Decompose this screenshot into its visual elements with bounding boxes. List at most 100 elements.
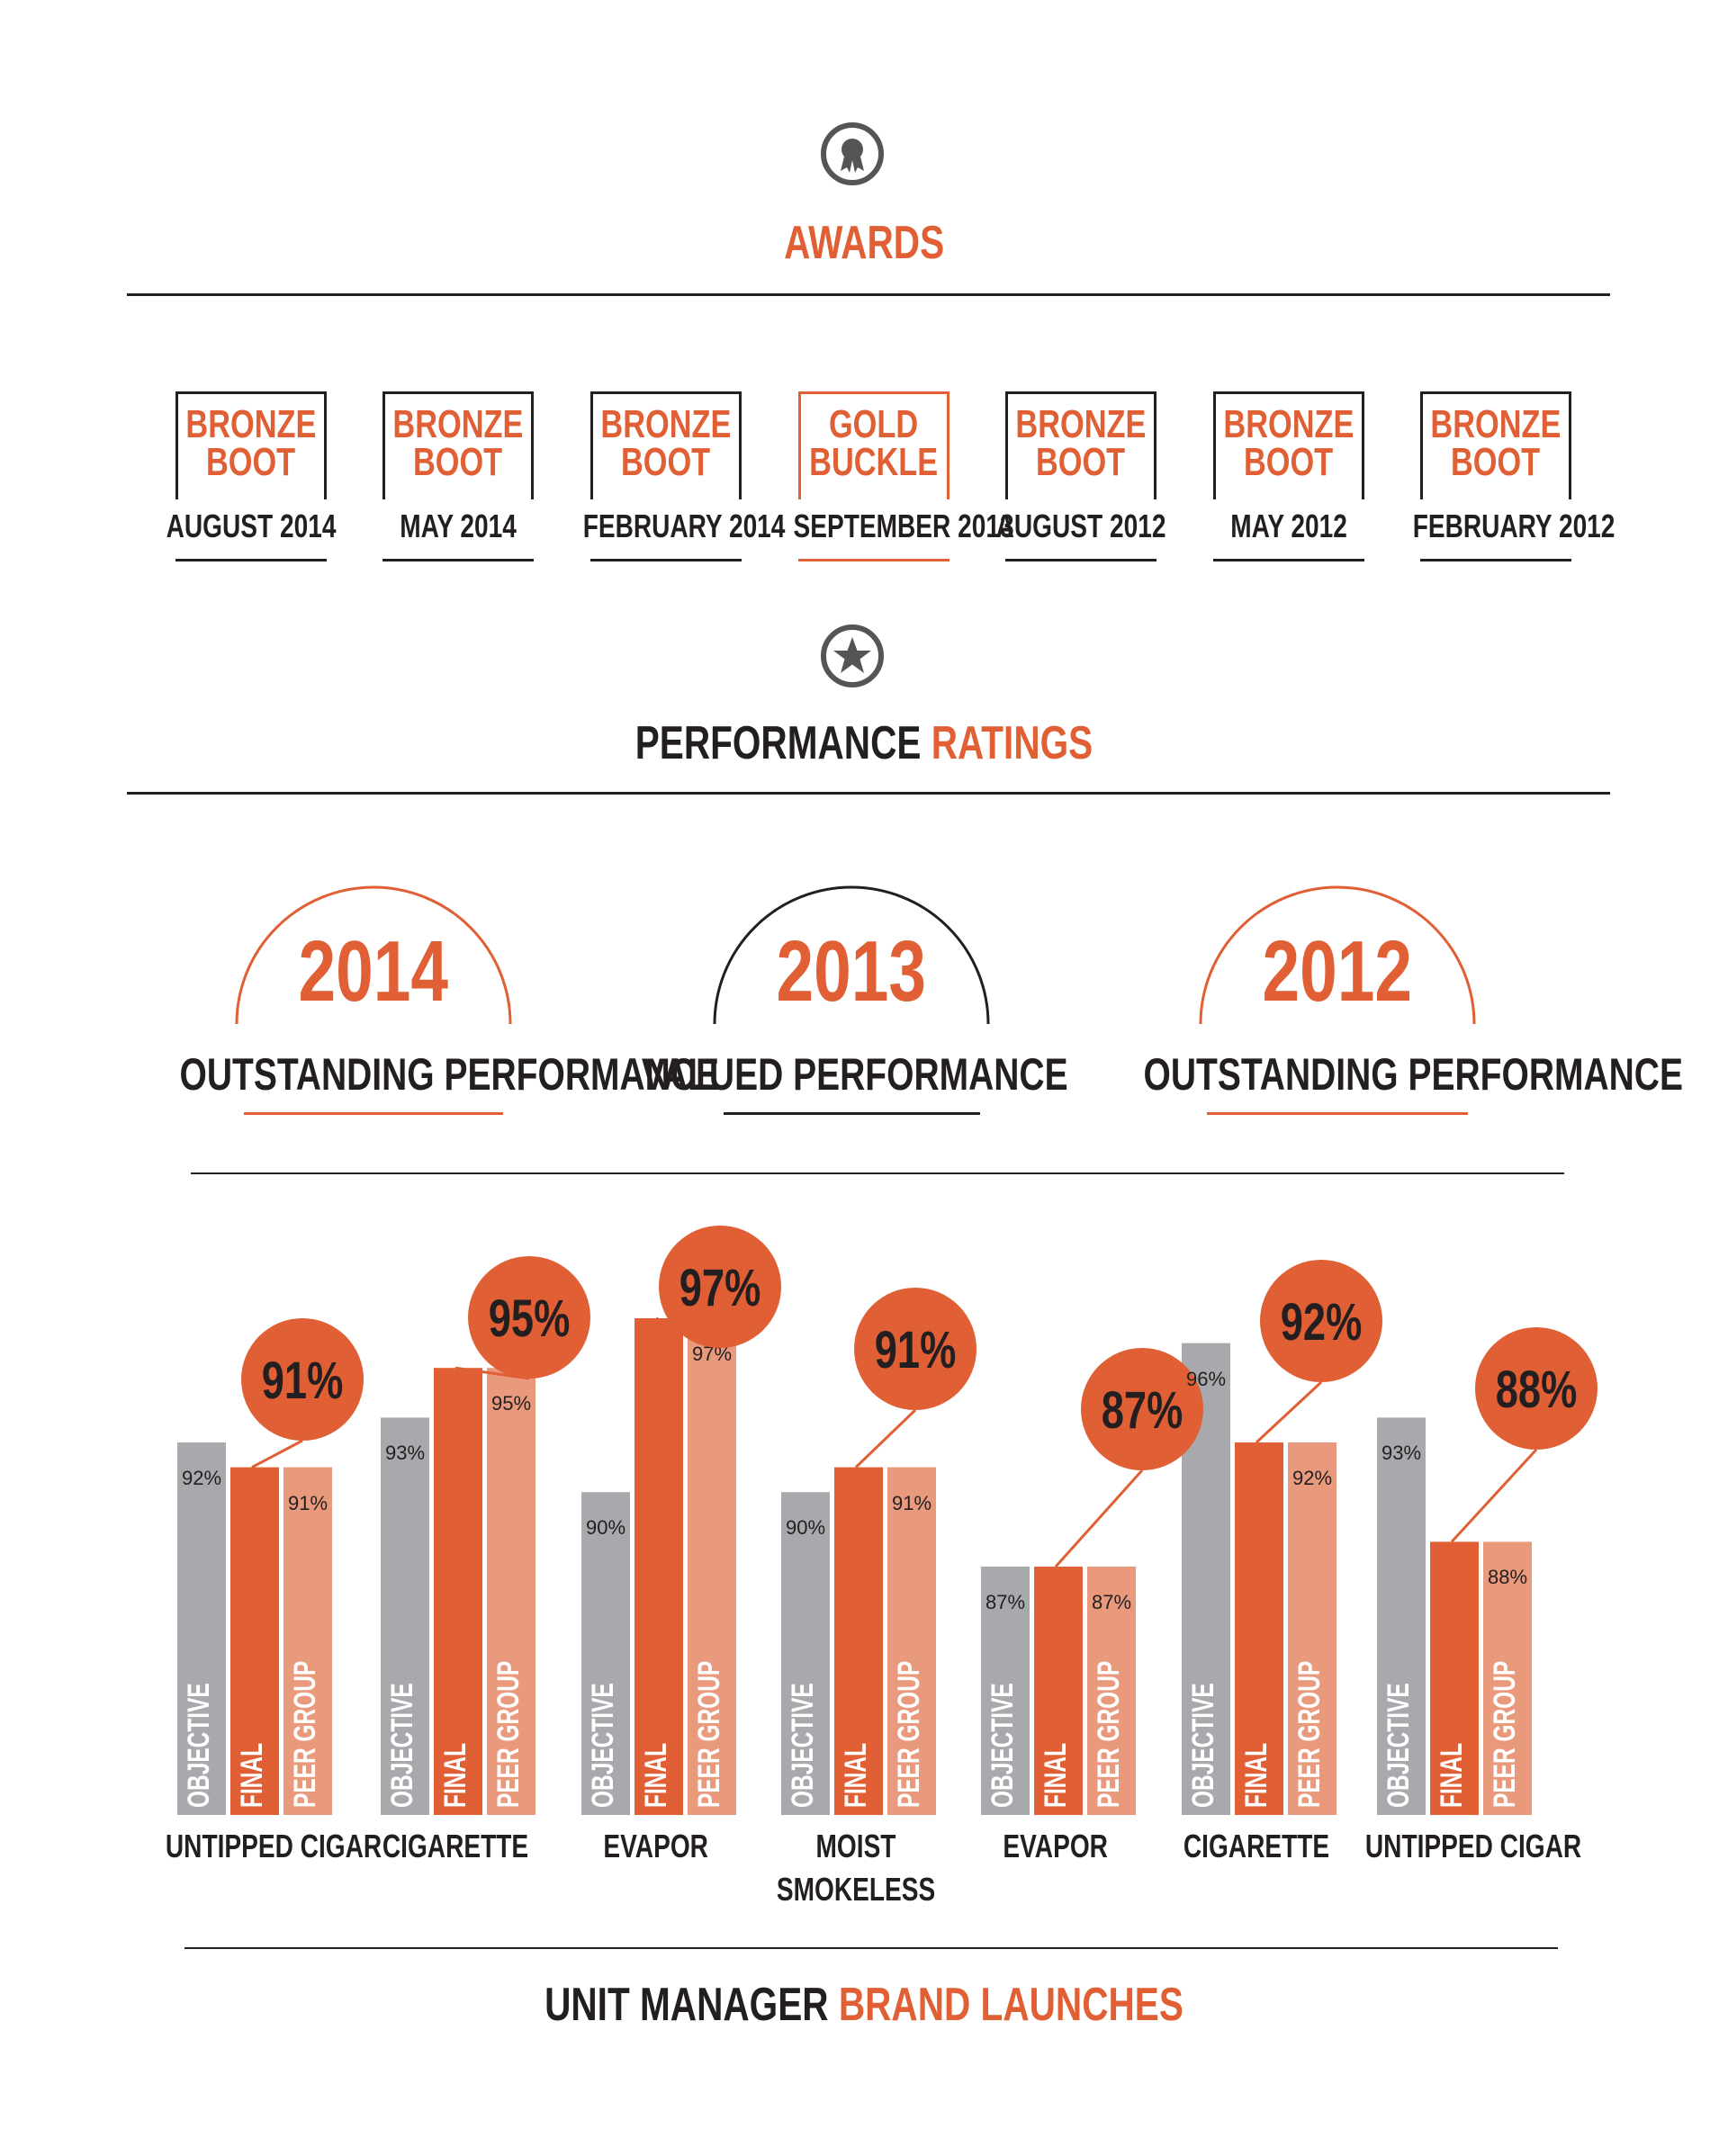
final-value-bubble: 92% <box>1260 1260 1382 1382</box>
objective-value-label: 90% <box>585 1516 626 1540</box>
rating-year: 2013 <box>776 923 927 1020</box>
award-underline <box>1420 559 1571 561</box>
objective-value-label: 96% <box>1185 1367 1227 1390</box>
final-value-bubble: 91% <box>854 1288 976 1410</box>
ratings-divider <box>127 792 1610 795</box>
award-frame <box>798 391 950 499</box>
rating-label: OUTSTANDING PERFORMANCE <box>1143 1049 1683 1100</box>
award-name-line1: BRONZE <box>600 402 732 446</box>
awards-title: AWARDS <box>783 217 945 269</box>
award-date: AUGUST 2012 <box>995 508 1166 544</box>
bar-peer-group <box>1087 1567 1136 1815</box>
bubble-connector <box>1255 1380 1323 1444</box>
award-name-line1: BRONZE <box>1223 402 1354 446</box>
award-name-line1: BRONZE <box>392 402 524 446</box>
peer-value-label: 95% <box>490 1392 532 1415</box>
bar-final <box>1430 1541 1479 1815</box>
bar-objective <box>1377 1417 1426 1815</box>
bar-peer-group <box>1288 1442 1336 1815</box>
bar-final <box>434 1368 482 1815</box>
rating-arc-path <box>713 885 990 1025</box>
bar-series-label: OBJECTIVE <box>385 1683 419 1808</box>
peer-value-label: 91% <box>891 1491 932 1514</box>
bar-series-label: FINAL <box>1435 1742 1469 1808</box>
rating-arc-path <box>1199 885 1476 1025</box>
award-frame <box>1420 391 1571 499</box>
category-label-line: CIGARETTE <box>382 1828 529 1864</box>
objective-value-label: 87% <box>985 1591 1026 1613</box>
rating-arc <box>713 885 990 1025</box>
award-name: BRONZE BOOT <box>987 402 1174 484</box>
award-frame <box>1005 391 1156 499</box>
bar-series-label: OBJECTIVE <box>1382 1683 1416 1808</box>
bar-series-label: OBJECTIVE <box>182 1683 216 1808</box>
bar-objective <box>381 1417 429 1815</box>
award-name: GOLD BUCKLE <box>780 402 968 482</box>
award-date: SEPTEMBER 2013 <box>793 508 1014 544</box>
bar-series-label: PEER GROUP <box>288 1660 322 1808</box>
launches-title-part2: BRAND LAUNCHES <box>838 1979 1184 2031</box>
award-date: FEBRUARY 2012 <box>1412 508 1616 544</box>
rating-label: OUTSTANDING PERFORMANCE <box>179 1049 719 1100</box>
final-value-text: 91% <box>874 1321 957 1379</box>
final-value-text: 97% <box>679 1259 761 1317</box>
objective-value-label: 93% <box>384 1442 426 1465</box>
objective-value-label: 90% <box>785 1516 826 1540</box>
award-ribbon-icon <box>821 122 884 185</box>
ratings-title-part2: RATINGS <box>931 717 1094 769</box>
category-label: EVAPOR <box>939 1825 1173 1868</box>
category-label-line: MOIST <box>815 1828 896 1864</box>
bubble-connector <box>1450 1448 1538 1543</box>
bar-series-label: PEER GROUP <box>692 1660 726 1808</box>
bar-objective <box>781 1492 830 1815</box>
bar-series-label: OBJECTIVE <box>586 1683 620 1808</box>
award-name-line2: BOOT <box>1036 440 1126 484</box>
final-value-bubble: 91% <box>241 1318 364 1441</box>
objective-value-label: 93% <box>1381 1442 1422 1465</box>
bubble-connector <box>854 1408 917 1469</box>
bar-series-label: FINAL <box>235 1742 269 1808</box>
launches-title: UNIT MANAGER BRAND LAUNCHES <box>0 1978 1728 2032</box>
category-label: MOIST SMOKELESS <box>739 1825 973 1911</box>
final-value-text: 87% <box>1101 1381 1184 1440</box>
bar-final <box>230 1467 279 1815</box>
rating-arc-path <box>235 885 512 1025</box>
final-value-text: 91% <box>261 1352 344 1410</box>
bar-final <box>1235 1442 1283 1815</box>
bar-series-label: OBJECTIVE <box>786 1683 820 1808</box>
bar-objective <box>581 1492 630 1815</box>
rating-year: 2014 <box>298 923 449 1020</box>
rating-label: VALUED PERFORMANCE <box>641 1049 1068 1100</box>
award-date: MAY 2014 <box>400 508 517 544</box>
bar-final <box>634 1318 683 1815</box>
award-name-line2: BOOT <box>1451 440 1541 484</box>
final-value-text: 88% <box>1495 1361 1578 1419</box>
rating-underline <box>1207 1112 1468 1115</box>
category-label-line: EVAPOR <box>603 1828 709 1864</box>
bar-final <box>1034 1567 1083 1815</box>
bar-peer-group <box>487 1368 536 1815</box>
bar-series-label: PEER GROUP <box>491 1660 526 1808</box>
award-name-line2: BOOT <box>1244 440 1334 484</box>
final-value-text: 92% <box>1280 1293 1363 1352</box>
bar-peer-group <box>1483 1541 1532 1815</box>
bar-series-label: FINAL <box>839 1742 873 1808</box>
award-underline <box>1005 559 1156 561</box>
award-name-line1: GOLD <box>829 402 919 446</box>
bar-series-label: PEER GROUP <box>1488 1660 1522 1808</box>
award-date: MAY 2012 <box>1230 508 1347 544</box>
award-name-line1: BRONZE <box>185 402 317 446</box>
award-name: BRONZE BOOT <box>572 402 760 482</box>
bar-objective <box>177 1442 226 1815</box>
award-frame <box>1213 391 1364 499</box>
award-name-line1: BRONZE <box>1015 402 1147 446</box>
award-name-line1: BRONZE <box>1430 402 1562 446</box>
award-date: AUGUST 2014 <box>166 508 337 544</box>
bar-series-label: FINAL <box>1039 1742 1073 1808</box>
bar-peer-group <box>284 1467 332 1815</box>
category-label-line: UNTIPPED CIGAR <box>165 1828 382 1864</box>
launches-divider <box>184 1947 1558 1949</box>
award-underline <box>176 559 327 561</box>
